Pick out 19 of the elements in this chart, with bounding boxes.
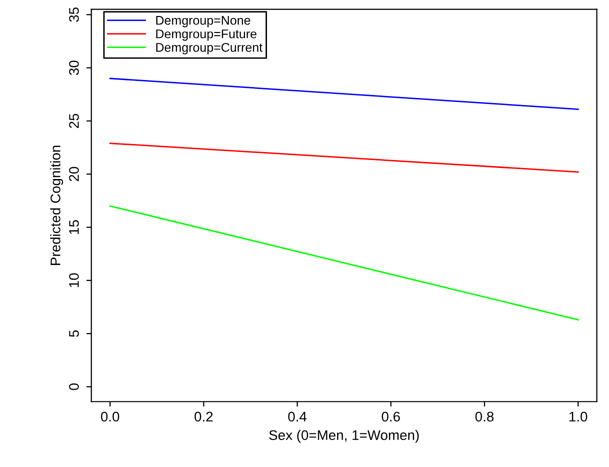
x-tick-label: 0.6 (382, 412, 400, 422)
y-tick-label: 25 (69, 114, 79, 128)
y-tick-label: 30 (69, 60, 79, 76)
x-tick-label: 0.2 (194, 412, 213, 422)
x-tick-label: 0.8 (475, 412, 494, 422)
y-tick-label: 0 (69, 383, 79, 390)
x-tick-label: 0.0 (100, 412, 120, 422)
x-tick-label: 0.4 (288, 412, 307, 422)
y-tick-label: 20 (69, 166, 79, 182)
legend-label: Demgroup=Future (156, 30, 256, 41)
legend-label: Demgroup=None (156, 16, 250, 28)
y-axis-title: Predicted Cognition (50, 146, 64, 265)
x-axis-title: Sex (0=Men, 1=Women) (269, 430, 419, 443)
y-tick-label: 35 (69, 8, 79, 22)
legend-label: Demgroup=Current (156, 42, 262, 54)
y-tick-label: 15 (69, 220, 79, 234)
x-tick-label: 1.0 (570, 412, 588, 422)
y-tick-label: 10 (69, 273, 79, 288)
y-tick-label: 5 (69, 330, 79, 337)
